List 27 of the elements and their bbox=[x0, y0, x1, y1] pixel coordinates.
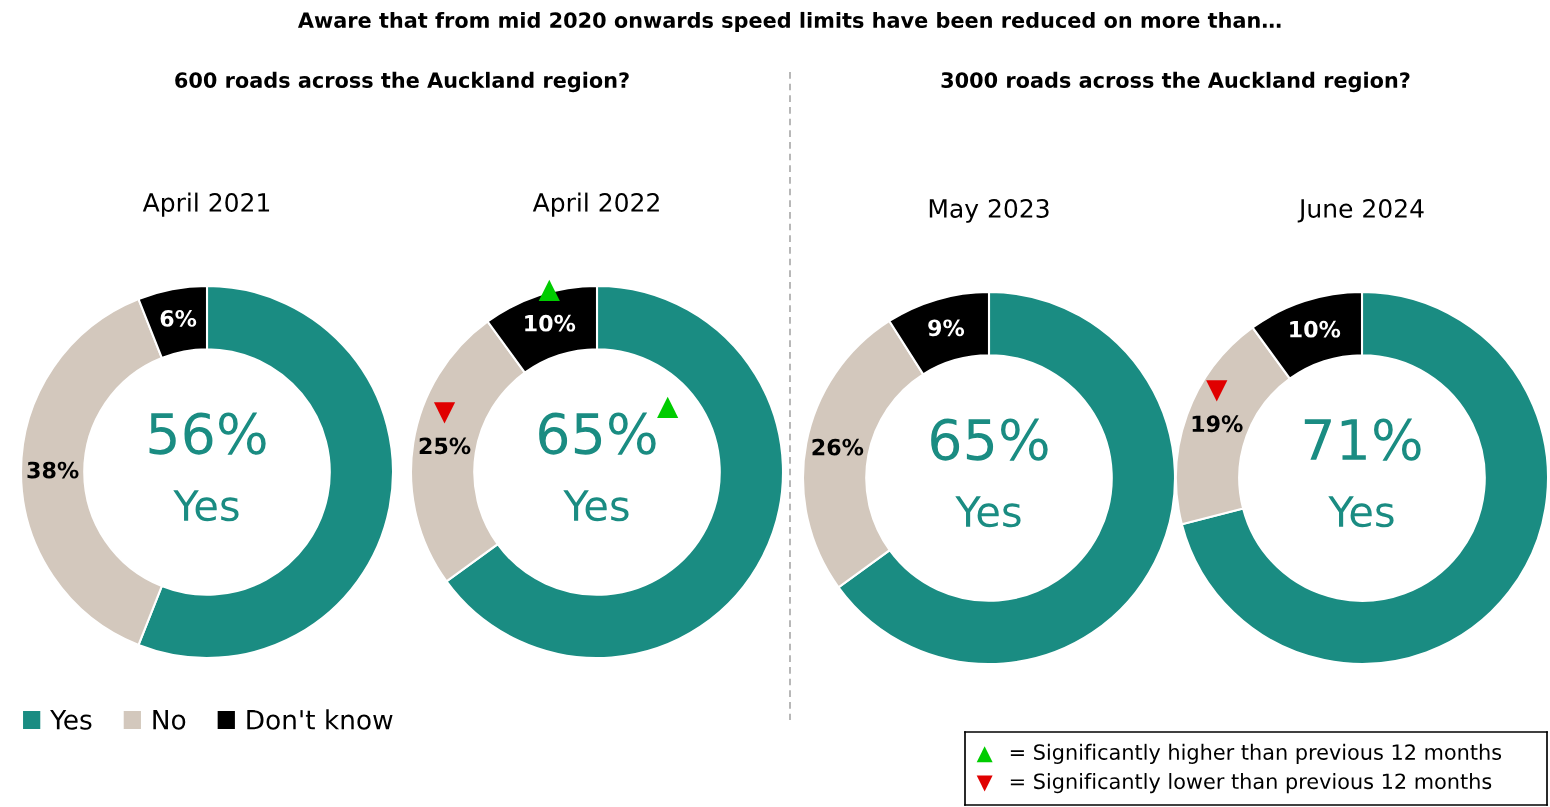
data-label: ▼ 19% bbox=[1192, 380, 1243, 433]
text: Yes bbox=[1328, 496, 1394, 528]
data-label: 6% bbox=[160, 309, 197, 327]
legend-label: Yes bbox=[50, 710, 92, 730]
legend-label: No bbox=[153, 710, 186, 730]
data-label: 26% bbox=[812, 438, 864, 456]
chart-subtitle: 3000 roads across the Auckland region? bbox=[941, 71, 1410, 93]
chart-subtitle: 600 roads across the Auckland region? bbox=[175, 71, 629, 93]
slice-label: Yes bbox=[173, 490, 239, 522]
data-label: ▼ 25% bbox=[419, 402, 471, 455]
data-label: 56% bbox=[149, 412, 266, 455]
text: ▲ = Significantly higher than previous 12 months bbox=[976, 743, 1502, 764]
text: Yes bbox=[955, 496, 1021, 528]
text: April 2022 bbox=[532, 192, 659, 217]
data-label: 71% bbox=[1304, 418, 1421, 461]
data-label: 9% bbox=[928, 319, 965, 337]
legend-label: Don't know bbox=[247, 709, 393, 730]
data-label: 65% bbox=[931, 418, 1048, 461]
data-label: 38% bbox=[27, 461, 79, 479]
text: April 2021 bbox=[142, 192, 270, 217]
text: Aware that from mid 2020 onwards speed limits have been reduced on more than… bbox=[297, 11, 1281, 33]
data-label: ▲ 65% bbox=[539, 396, 679, 455]
text: May 2023 bbox=[929, 199, 1049, 223]
data-label: 10% bbox=[1290, 320, 1341, 338]
text: Yes bbox=[563, 490, 629, 522]
text: ▼ = Significantly lower than previous 12 months bbox=[976, 773, 1492, 794]
text: June 2024 bbox=[1297, 199, 1424, 223]
